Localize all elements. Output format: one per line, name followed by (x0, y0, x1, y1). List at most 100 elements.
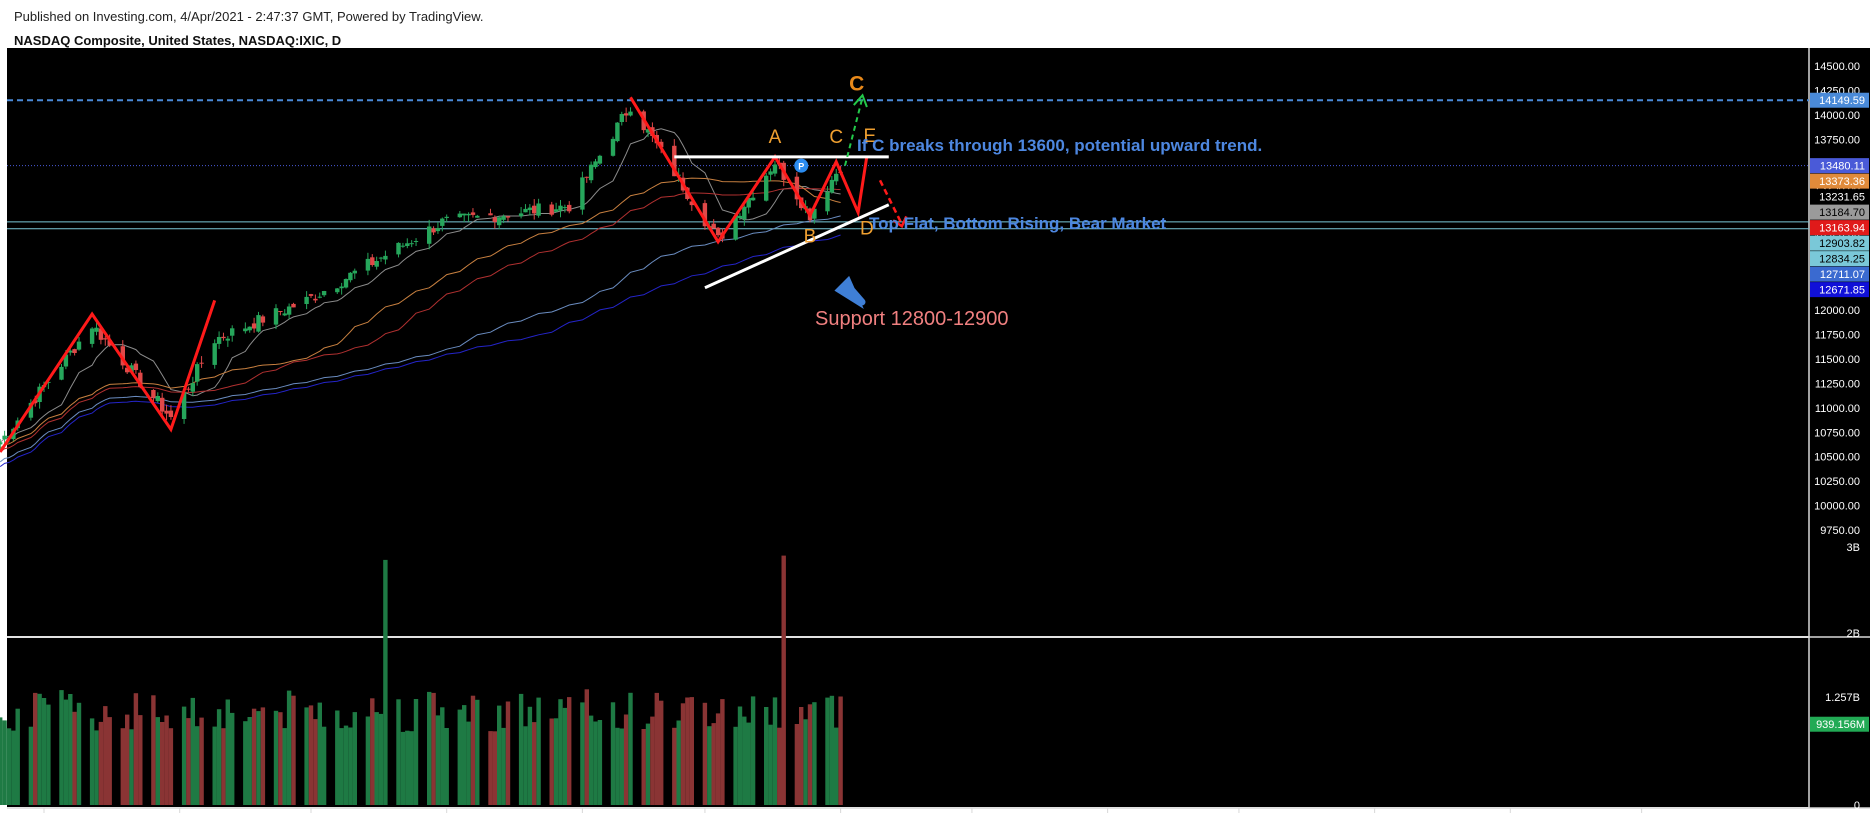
price-badge-label: 12834.25 (1819, 254, 1865, 266)
price-badge-bg (1810, 158, 1869, 174)
candle-body (580, 177, 585, 210)
candle-body (352, 270, 357, 274)
volume-bar (654, 692, 659, 805)
candle-body (76, 341, 82, 350)
candle-body (365, 258, 371, 271)
label-e: E (864, 126, 877, 147)
volume-bar (492, 731, 497, 805)
volume-bar (466, 721, 471, 805)
volume-bar (405, 730, 410, 805)
volume-bar (536, 697, 541, 805)
price-tick-label: 9750.00 (1820, 525, 1860, 537)
price-badge-label: 12903.82 (1819, 238, 1865, 250)
candle-body (558, 205, 563, 211)
volume-bar (812, 702, 817, 805)
volume-bar (212, 726, 217, 805)
volume-bar (343, 725, 349, 805)
price-tick-label: 11250.00 (1815, 378, 1860, 390)
volume-bar (462, 705, 467, 805)
candle-body (383, 255, 388, 260)
candle-body (304, 296, 309, 304)
price-tick-label: 11000.00 (1815, 403, 1860, 415)
price-tick-label: 14000.00 (1814, 110, 1860, 122)
candle-body (335, 288, 340, 293)
volume-bar (225, 699, 230, 805)
candle-body (553, 209, 559, 212)
candle-body (308, 294, 314, 296)
bear-arrow (878, 179, 904, 225)
volume-bar (2, 720, 7, 805)
volume-bar (216, 709, 222, 805)
volume-bar (772, 697, 778, 805)
support-pointer-icon (834, 275, 866, 310)
candle-body (457, 213, 462, 218)
candle-body (409, 243, 414, 245)
candle-body (339, 286, 344, 289)
price-badge-bg (1810, 92, 1869, 108)
volume-bar (567, 697, 572, 805)
price-panel[interactable] (7, 48, 1809, 636)
candle-body (772, 164, 778, 174)
candle-body (413, 241, 419, 242)
candle-body (523, 208, 528, 213)
volume-tick-label: 0 (1854, 800, 1860, 812)
price-badge-bg (1810, 251, 1869, 267)
volume-tick-label: 3B (1847, 542, 1860, 554)
candle-body (89, 328, 95, 344)
candle-body (435, 228, 441, 232)
candle-body (225, 338, 230, 341)
candle-body (247, 326, 252, 331)
label-a: A (769, 127, 782, 148)
time-tick-label: Aug (1375, 817, 1395, 829)
volume-bar (829, 695, 835, 805)
volume-bar (304, 707, 309, 805)
time-tick-label: Dec (311, 817, 331, 829)
price-badge-bg (1810, 266, 1869, 282)
volume-bars (0, 555, 843, 805)
candle-body (129, 365, 134, 373)
volume-bar (339, 728, 344, 805)
volume-bar (243, 721, 248, 805)
candle-body (742, 206, 747, 220)
candle-body (702, 203, 708, 227)
annotation-support: Support 12800-12900 (815, 308, 1009, 330)
candle-body (562, 207, 568, 209)
time-tick-label: May (972, 817, 993, 829)
candle-body (750, 197, 756, 201)
volume-bar (352, 712, 357, 805)
horizontal-levels (7, 99, 1809, 230)
volume-bar (160, 722, 165, 805)
candle-body (615, 122, 620, 142)
volume-bar (33, 692, 38, 805)
candle-body (440, 218, 445, 226)
candle-body (186, 388, 191, 390)
time-tick-label: Oct (1643, 817, 1660, 829)
candle-body (825, 191, 830, 212)
time-tick-label: Nov (180, 817, 200, 829)
candle-body (216, 337, 222, 344)
volume-tick-label: 2B (1847, 628, 1860, 640)
volume-bar (680, 703, 686, 805)
volume-bar (348, 727, 353, 805)
candle-body (400, 245, 406, 247)
volume-bar (181, 706, 187, 805)
price-tick-label: 12000.00 (1814, 305, 1860, 317)
candle-body (103, 338, 108, 340)
price-badge-bg (1810, 282, 1869, 298)
volume-bar (553, 718, 559, 805)
volume-bar (308, 705, 314, 805)
candle-body (374, 261, 379, 267)
candle-body (0, 442, 3, 445)
zigzag-right (629, 96, 869, 245)
volume-bar (125, 714, 130, 805)
candle-body (195, 364, 200, 382)
volume-bar (98, 721, 104, 805)
volume-bar (168, 728, 174, 805)
volume-bar (650, 716, 655, 805)
candle-body (282, 313, 287, 316)
volume-bar (488, 731, 493, 805)
candle-body (138, 372, 143, 387)
time-tick-label: Sep (1511, 817, 1531, 829)
